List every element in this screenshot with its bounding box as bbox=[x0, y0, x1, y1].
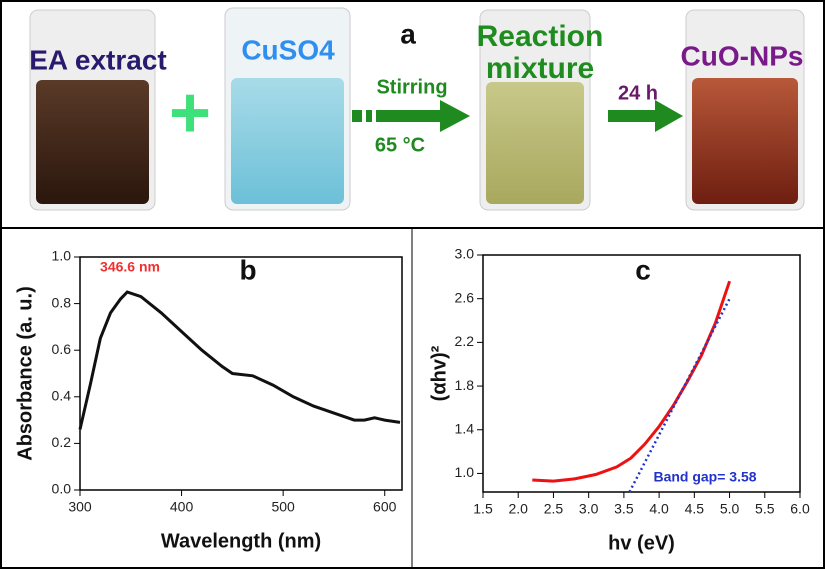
x-tick-label: 5.5 bbox=[755, 501, 775, 517]
arrow bbox=[608, 100, 683, 132]
plot-frame bbox=[483, 255, 800, 492]
x-tick-label: 3.5 bbox=[614, 501, 634, 517]
label: Reaction bbox=[477, 20, 604, 53]
panel-label: b bbox=[239, 254, 256, 285]
label: mixture bbox=[486, 52, 594, 85]
panel-label: a bbox=[400, 18, 416, 49]
x-tick-label: 400 bbox=[170, 499, 194, 515]
plus: + bbox=[169, 73, 211, 153]
arrow-label: 65 °C bbox=[375, 134, 425, 156]
x-axis-label: hv (eV) bbox=[608, 532, 675, 554]
y-axis-label: Absorbance (a. u.) bbox=[14, 286, 36, 460]
y-tick-label: 1.0 bbox=[52, 248, 72, 264]
y-tick-label: 0.8 bbox=[52, 294, 72, 310]
x-tick-label: 4.5 bbox=[685, 501, 705, 517]
liquid bbox=[486, 82, 584, 204]
arrow-dash bbox=[366, 110, 372, 122]
x-tick-label: 2.5 bbox=[544, 501, 564, 517]
arrow-label: Stirring bbox=[376, 76, 447, 98]
y-axis-label: (αhv)² bbox=[428, 345, 450, 401]
y-tick-label: 0.2 bbox=[52, 434, 72, 450]
y-tick-label: 0.4 bbox=[52, 388, 72, 404]
liquid bbox=[231, 78, 344, 204]
data-line bbox=[532, 281, 729, 481]
x-tick-label: 600 bbox=[373, 499, 397, 515]
beakers bbox=[30, 8, 804, 210]
y-tick-label: 2.6 bbox=[455, 289, 475, 305]
x-tick-label: 1.5 bbox=[473, 501, 493, 517]
x-axis-label: Wavelength (nm) bbox=[161, 530, 321, 552]
x-tick-label: 2.0 bbox=[508, 501, 528, 517]
figure: a EA extract CuSO4 Reaction mixture CuO-… bbox=[0, 0, 825, 569]
y-tick-label: 3.0 bbox=[455, 246, 475, 262]
x-tick-label: 500 bbox=[271, 499, 295, 515]
label: CuO-NPs bbox=[681, 40, 804, 71]
x-tick-label: 5.0 bbox=[720, 501, 740, 517]
data-line bbox=[80, 292, 400, 429]
x-tick-label: 300 bbox=[68, 499, 92, 515]
x-tick-label: 4.0 bbox=[649, 501, 669, 517]
x-tick-label: 6.0 bbox=[790, 501, 810, 517]
liquid bbox=[36, 80, 149, 204]
label: EA extract bbox=[29, 44, 166, 75]
x-tick-label: 3.0 bbox=[579, 501, 599, 517]
label: CuSO4 bbox=[241, 34, 335, 65]
panel-label: c bbox=[635, 254, 651, 285]
arrow-dash bbox=[352, 110, 362, 122]
arrow bbox=[376, 100, 470, 132]
y-tick-label: 0.0 bbox=[52, 481, 72, 497]
annotation: Band gap= 3.58 bbox=[653, 469, 756, 485]
y-tick-label: 1.8 bbox=[455, 377, 475, 393]
annotation: 346.6 nm bbox=[100, 259, 160, 275]
y-tick-label: 0.6 bbox=[52, 341, 72, 357]
y-tick-label: 1.4 bbox=[455, 420, 475, 436]
y-tick-label: 1.0 bbox=[455, 464, 475, 480]
arrow-label: 24 h bbox=[618, 82, 658, 104]
liquid bbox=[692, 78, 798, 204]
y-tick-label: 2.2 bbox=[455, 333, 475, 349]
